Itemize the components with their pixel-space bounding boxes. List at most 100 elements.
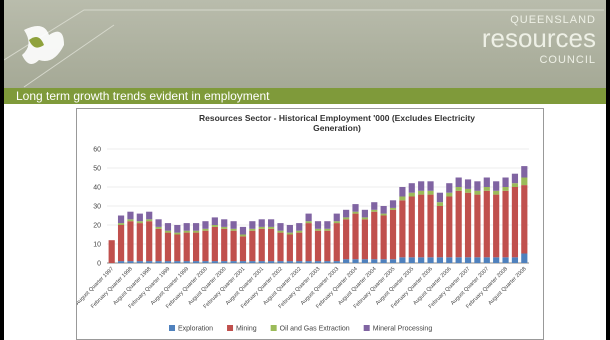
bar-segment [446,196,453,258]
bar-segment [521,166,528,178]
bar-segment [493,257,500,263]
header: QUEENSLAND resources COUNCIL [4,0,606,88]
bar-segment [211,225,218,227]
bar-segment [483,190,490,258]
chart-title: Resources Sector - Historical Employment… [198,113,476,133]
bar-segment [474,190,481,195]
bar-segment [427,181,434,191]
bar-segment [286,261,293,263]
bar-segment [136,223,143,262]
org-name: resources [481,23,596,53]
bar-segment [333,221,340,224]
bar-segment [211,226,218,262]
bar-segment [230,228,237,231]
legend-swatch [227,325,234,331]
bar-segment [483,257,490,263]
bar-segment [493,181,500,191]
bar-segment [174,234,181,262]
bar-segment [371,202,378,210]
bar-segment [333,223,340,262]
subtitle-strip: Long term growth trends evident in emplo… [4,88,606,104]
bar-segment [202,221,209,229]
bar-segment [108,240,115,263]
bar-segment [277,230,284,233]
bar-segment [502,187,509,191]
bar-segment [418,194,425,258]
bar-segment [483,177,490,187]
bar-segment [474,181,481,191]
bar-segment [343,219,350,260]
bar-segment [474,194,481,258]
bar-segment [221,226,228,229]
bar-segment [521,177,528,186]
bar-segment [399,196,406,201]
bar-segment [286,234,293,262]
bar-segment [464,179,472,189]
bar-segment [361,209,368,218]
legend-label: Mineral Processing [373,326,433,333]
bar-segment [146,211,153,220]
bar-segment [352,211,359,214]
bar-segment [464,188,472,193]
bar-segment [343,259,350,263]
bar-segment [136,221,143,224]
bar-segment [511,187,519,258]
legend-swatch [363,325,370,331]
bar-segment [239,236,247,262]
bar-segment [324,261,331,263]
bar-segment [389,259,397,263]
x-tick-label: August Quarter 2008 [487,266,527,306]
bar-segment [427,190,434,195]
bar-segment [117,215,125,224]
bar-segment [230,230,237,262]
bar-segment [427,194,434,258]
bar-segment [361,219,368,260]
bar-segment [361,217,368,220]
bar-segment [268,226,275,229]
bar-segment [192,232,200,262]
bar-segment [464,257,472,263]
bar-segment [164,223,172,231]
bar-segment [155,228,162,262]
bar-segment [305,221,312,224]
bar-segment [221,219,228,227]
bar-segment [117,261,125,263]
bar-segment [146,219,153,222]
bar-segment [333,213,340,222]
bar-segment [221,261,228,263]
bar-segment [127,221,134,262]
bar-segment [127,211,134,220]
bar-segment [511,257,519,263]
bar-segment [333,261,340,263]
bar-segment [389,200,397,208]
bar-segment [286,225,293,233]
legend-label: Mining [236,326,257,333]
bar-segment [305,223,312,262]
bar-segment [268,219,275,227]
bar-segment [136,261,143,263]
bar-segment [127,261,134,263]
bar-segment [249,261,256,263]
bar-segment [418,190,425,195]
bar-segment [164,261,172,263]
bar-segment [446,192,453,197]
bar-segment [183,261,190,263]
bar-segment [408,183,415,193]
bar-segment [202,228,209,231]
slide: QUEENSLAND resources COUNCIL Long term g… [4,0,606,340]
bar-segment [155,261,162,263]
bar-segment [371,209,378,212]
bar-segment [455,190,462,258]
bar-segment [474,257,481,263]
org-line: QUEENSLAND [510,14,596,26]
bar-segment [493,190,500,195]
bar-segment [277,232,284,262]
bar-segment [352,204,359,212]
bar-segment [239,261,247,263]
bar-segment [117,225,125,262]
bar-segment [352,259,359,263]
bar-segment [127,219,134,222]
bar-segment [436,257,444,263]
bar-segment [249,230,256,262]
bar-segment [343,209,350,218]
